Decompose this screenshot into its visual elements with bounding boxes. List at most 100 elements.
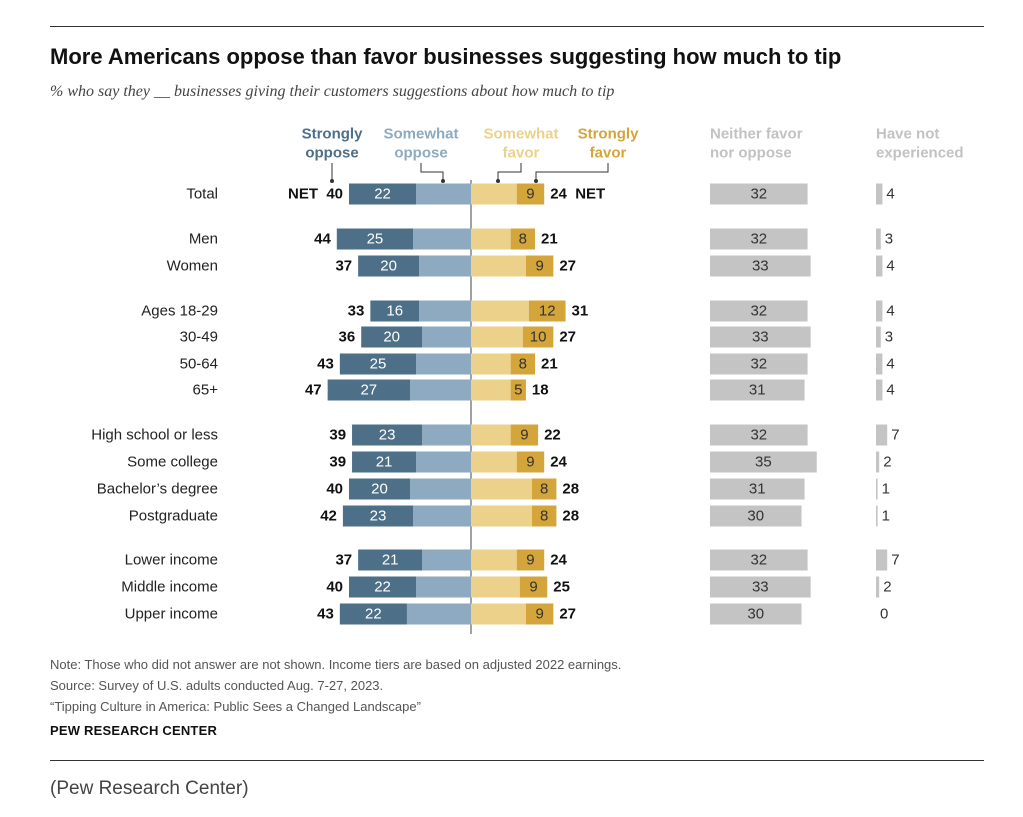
label-net-favor: 25 bbox=[553, 579, 570, 596]
label-not-experienced: 4 bbox=[886, 186, 894, 203]
label-net-oppose: 37 bbox=[335, 552, 352, 569]
label-strongly-oppose: 20 bbox=[383, 329, 400, 346]
bar-somewhat-oppose bbox=[410, 379, 471, 401]
label-strongly-favor: 9 bbox=[526, 552, 534, 569]
label-strongly-favor: 5 bbox=[514, 382, 522, 399]
bar-somewhat-oppose bbox=[413, 505, 471, 527]
label-strongly-oppose: 22 bbox=[374, 186, 391, 203]
bar-neither bbox=[710, 379, 805, 401]
label-strongly-oppose: 22 bbox=[365, 606, 382, 623]
label-net-oppose: 40 bbox=[326, 579, 343, 596]
bar-somewhat-favor bbox=[471, 451, 517, 473]
label-not-experienced: 4 bbox=[886, 356, 894, 373]
label-net-favor: 21 bbox=[541, 231, 558, 248]
label-strongly-oppose: 21 bbox=[382, 552, 399, 569]
bar-not-experienced bbox=[876, 326, 881, 348]
label-net-favor: 28 bbox=[562, 508, 579, 525]
bar-strongly-oppose bbox=[327, 379, 410, 401]
label-strongly-favor: 10 bbox=[530, 329, 547, 346]
label-strongly-oppose: 27 bbox=[360, 382, 377, 399]
bar-not-experienced bbox=[876, 228, 881, 250]
bar-strongly-oppose bbox=[370, 300, 420, 322]
label-neither: 32 bbox=[750, 552, 767, 569]
row-label: Middle income bbox=[121, 579, 218, 596]
header-neither: Neither favor bbox=[710, 126, 803, 143]
bar-neither bbox=[710, 424, 808, 446]
bar-neither bbox=[710, 603, 802, 625]
bar-somewhat-oppose bbox=[416, 576, 471, 598]
label-strongly-oppose: 25 bbox=[367, 231, 384, 248]
bar-neither bbox=[710, 326, 811, 348]
label-net-favor: 31 bbox=[572, 303, 589, 320]
bar-not-experienced bbox=[876, 505, 878, 527]
bar-strongly-favor bbox=[510, 353, 536, 375]
label-net-favor: 27 bbox=[559, 606, 576, 623]
label-strongly-favor: 9 bbox=[535, 606, 543, 623]
label-neither: 31 bbox=[749, 382, 766, 399]
row-label: Ages 18-29 bbox=[141, 303, 218, 320]
label-neither: 33 bbox=[752, 329, 769, 346]
bar-strongly-favor bbox=[522, 326, 554, 348]
label-strongly-favor: 9 bbox=[535, 258, 543, 275]
header-somewhat-favor: favor bbox=[503, 145, 540, 162]
label-strongly-oppose: 20 bbox=[371, 481, 388, 498]
label-neither: 32 bbox=[750, 303, 767, 320]
label-net-favor: 24 bbox=[550, 552, 567, 569]
bar-not-experienced bbox=[876, 379, 883, 401]
header-strongly-favor: Strongly bbox=[578, 126, 639, 143]
leader-dot bbox=[441, 179, 445, 183]
bar-somewhat-favor bbox=[471, 353, 511, 375]
row-label: 50-64 bbox=[180, 356, 218, 373]
row-label: 30-49 bbox=[180, 329, 218, 346]
chart-title: More Americans oppose than favor busines… bbox=[50, 44, 842, 69]
label-not-experienced: 1 bbox=[882, 508, 890, 525]
bar-somewhat-oppose bbox=[419, 255, 471, 277]
row-label: Men bbox=[189, 231, 218, 248]
label-net-favor: 27 bbox=[559, 329, 576, 346]
header-strongly-oppose: oppose bbox=[305, 145, 358, 162]
bar-neither bbox=[710, 300, 808, 322]
bar-strongly-favor bbox=[528, 300, 566, 322]
leader-line bbox=[420, 163, 444, 181]
label-strongly-oppose: 23 bbox=[370, 508, 387, 525]
source-text: Source: Survey of U.S. adults conducted … bbox=[50, 678, 384, 693]
note-text: Note: Those who did not answer are not s… bbox=[50, 657, 622, 672]
bar-somewhat-oppose bbox=[422, 424, 471, 446]
net-label-favor: NET bbox=[575, 186, 605, 203]
bar-not-experienced bbox=[876, 300, 883, 322]
bar-neither bbox=[710, 183, 808, 205]
report-text: “Tipping Culture in America: Public Sees… bbox=[50, 699, 421, 714]
label-strongly-favor: 9 bbox=[520, 427, 528, 444]
row-label: Total bbox=[186, 186, 218, 203]
bar-strongly-oppose bbox=[352, 451, 417, 473]
bar-strongly-favor bbox=[519, 576, 548, 598]
label-neither: 33 bbox=[752, 579, 769, 596]
chart-subtitle: % who say they __ businesses giving thei… bbox=[50, 83, 615, 100]
label-strongly-favor: 9 bbox=[529, 579, 537, 596]
label-net-oppose: 40 bbox=[326, 186, 343, 203]
bar-strongly-oppose bbox=[358, 549, 423, 571]
label-net-favor: 22 bbox=[544, 427, 561, 444]
header-somewhat-favor: Somewhat bbox=[483, 126, 558, 143]
label-not-experienced: 2 bbox=[883, 579, 891, 596]
bar-not-experienced bbox=[876, 255, 883, 277]
label-not-experienced: 4 bbox=[886, 303, 894, 320]
label-strongly-favor: 8 bbox=[540, 481, 548, 498]
bar-neither bbox=[710, 451, 817, 473]
label-not-experienced: 3 bbox=[885, 329, 893, 346]
leader-dot bbox=[496, 179, 500, 183]
row-label: 65+ bbox=[193, 382, 219, 399]
label-strongly-favor: 8 bbox=[519, 356, 527, 373]
label-not-experienced: 1 bbox=[882, 481, 890, 498]
bar-somewhat-favor bbox=[471, 576, 520, 598]
chart-notes: Note: Those who did not answer are not s… bbox=[50, 654, 621, 717]
net-label-oppose: NET bbox=[288, 186, 318, 203]
label-strongly-favor: 12 bbox=[539, 303, 556, 320]
label-not-experienced: 7 bbox=[891, 427, 899, 444]
label-not-experienced: 7 bbox=[891, 552, 899, 569]
bar-strongly-oppose bbox=[358, 255, 420, 277]
label-not-experienced: 2 bbox=[883, 454, 891, 471]
label-neither: 30 bbox=[747, 606, 764, 623]
label-net-favor: 28 bbox=[562, 481, 579, 498]
leader-dot bbox=[534, 179, 538, 183]
